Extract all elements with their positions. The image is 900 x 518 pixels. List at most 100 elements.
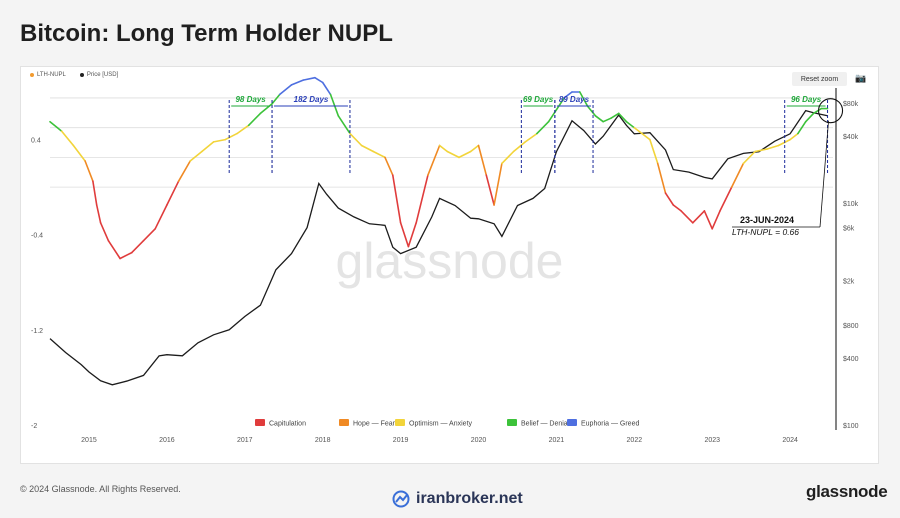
- zone-swatch-3: [507, 419, 517, 426]
- x-tick-2020: 2020: [471, 437, 487, 444]
- nupl-segment-50: [555, 97, 566, 111]
- nupl-segment-26: [321, 81, 332, 96]
- nupl-segment-33: [391, 174, 402, 224]
- nupl-segment-15: [201, 141, 215, 153]
- nupl-segment-74: [765, 144, 780, 150]
- callout-date: 23-JUN-2024: [740, 215, 794, 225]
- camera-icon[interactable]: 📷: [855, 73, 867, 83]
- brand-logo: glassnode: [806, 482, 888, 501]
- nupl-segment-2: [72, 144, 86, 162]
- site-logo-icon: [392, 490, 410, 508]
- nupl-segment-56: [602, 117, 612, 123]
- y-right-tick-2: $10k: [843, 201, 859, 208]
- y-right-tick-6: $400: [843, 356, 859, 363]
- y-right-tick-1: $40k: [843, 134, 859, 141]
- x-tick-2018: 2018: [315, 437, 331, 444]
- nupl-segment-65: [672, 204, 682, 212]
- nupl-segment-0: [49, 120, 63, 132]
- y-right-tick-5: $800: [843, 323, 859, 330]
- nupl-segment-9: [131, 239, 145, 254]
- nupl-segment-1: [60, 130, 75, 147]
- nupl-segment-40: [458, 150, 472, 159]
- nupl-segment-6: [99, 222, 110, 242]
- price-dot-icon: [79, 73, 84, 77]
- nupl-segment-12: [166, 180, 180, 206]
- nupl-segment-76: [789, 132, 799, 141]
- nupl-segment-36: [415, 174, 429, 224]
- nupl-segment-57: [610, 112, 620, 119]
- nupl-segment-16: [212, 138, 227, 143]
- y-left-tick-2: -1.2: [31, 328, 43, 335]
- x-tick-2019: 2019: [393, 437, 409, 444]
- nupl-segment-61: [641, 132, 651, 141]
- site-mark[interactable]: iranbroker.net: [392, 490, 523, 508]
- nupl-segment-71: [730, 162, 745, 188]
- x-tick-2016: 2016: [159, 437, 175, 444]
- zone-swatch-1: [339, 419, 349, 426]
- nupl-segment-23: [290, 79, 305, 86]
- y-left-tick-3: -2: [31, 423, 37, 430]
- nupl-segment-51: [563, 91, 573, 99]
- y-right-tick-4: $2k: [843, 279, 855, 286]
- zone-label-3: Belief — Denial: [521, 421, 570, 428]
- page-title: Bitcoin: Long Term Holder NUPL: [20, 20, 393, 47]
- nupl-segment-46: [512, 141, 527, 153]
- site-name: iranbroker.net: [416, 490, 523, 507]
- watermark: glassnode: [336, 233, 564, 289]
- x-tick-2017: 2017: [237, 437, 253, 444]
- legend-item-price[interactable]: Price [USD]: [79, 72, 118, 78]
- nupl-segment-68: [703, 210, 714, 230]
- nupl-segment-27: [329, 93, 340, 117]
- copyright-text: © 2024 Glassnode. All Rights Reserved.: [20, 484, 181, 494]
- nupl-segment-59: [625, 120, 636, 129]
- span-label-1: 182 Days: [294, 95, 329, 104]
- nupl-segment-77: [797, 120, 807, 135]
- nupl-segment-78: [804, 112, 815, 123]
- span-label-3: 89 Days: [559, 95, 590, 104]
- zone-label-2: Optimism — Anxiety: [409, 421, 473, 428]
- legend-label-nupl: LTH-NUPL: [37, 72, 66, 78]
- nupl-segment-14: [189, 150, 203, 162]
- nupl-segment-30: [360, 144, 375, 153]
- zone-swatch-2: [395, 419, 405, 426]
- x-tick-2021: 2021: [549, 437, 565, 444]
- nupl-segment-4: [92, 180, 98, 206]
- reset-zoom-button[interactable]: Reset zoom: [792, 72, 847, 86]
- y-left-tick-0: 0.4: [31, 138, 41, 145]
- span-label-2: 69 Days: [523, 95, 554, 104]
- price-line: [49, 109, 828, 386]
- nupl-segment-45: [501, 150, 515, 165]
- y-right-tick-0: $80k: [843, 101, 859, 108]
- nupl-segment-63: [656, 162, 667, 194]
- nupl-segment-48: [536, 120, 550, 135]
- nupl-segment-67: [691, 210, 706, 224]
- nupl-segment-38: [438, 144, 449, 153]
- nupl-segment-8: [119, 251, 133, 260]
- legend-item-nupl[interactable]: LTH-NUPL: [30, 72, 66, 78]
- zone-label-1: Hope — Fear: [353, 421, 396, 428]
- nupl-segment-72: [742, 150, 756, 165]
- nupl-segment-35: [407, 222, 418, 248]
- nupl-segment-32: [384, 156, 394, 176]
- nupl-segment-39: [446, 150, 460, 159]
- x-tick-2023: 2023: [704, 437, 720, 444]
- zone-swatch-0: [255, 419, 265, 426]
- nupl-segment-28: [337, 115, 351, 135]
- nupl-segment-43: [485, 174, 495, 206]
- nupl-segment-64: [664, 192, 675, 206]
- chart-panel: [20, 66, 879, 464]
- nupl-segment-66: [680, 210, 694, 224]
- nupl-segment-20: [259, 103, 273, 115]
- nupl-segment-34: [399, 222, 410, 248]
- x-tick-2015: 2015: [81, 437, 97, 444]
- nupl-segment-31: [372, 150, 386, 159]
- nupl-segment-70: [719, 186, 733, 212]
- x-tick-2024: 2024: [782, 437, 798, 444]
- nupl-segment-29: [349, 132, 363, 147]
- nupl-segment-5: [95, 204, 102, 224]
- nupl-segment-24: [302, 76, 316, 81]
- zone-swatch-4: [567, 419, 577, 426]
- span-label-4: 96 Days: [791, 95, 822, 104]
- nupl-segment-69: [711, 210, 721, 230]
- nupl-segment-3: [84, 160, 94, 182]
